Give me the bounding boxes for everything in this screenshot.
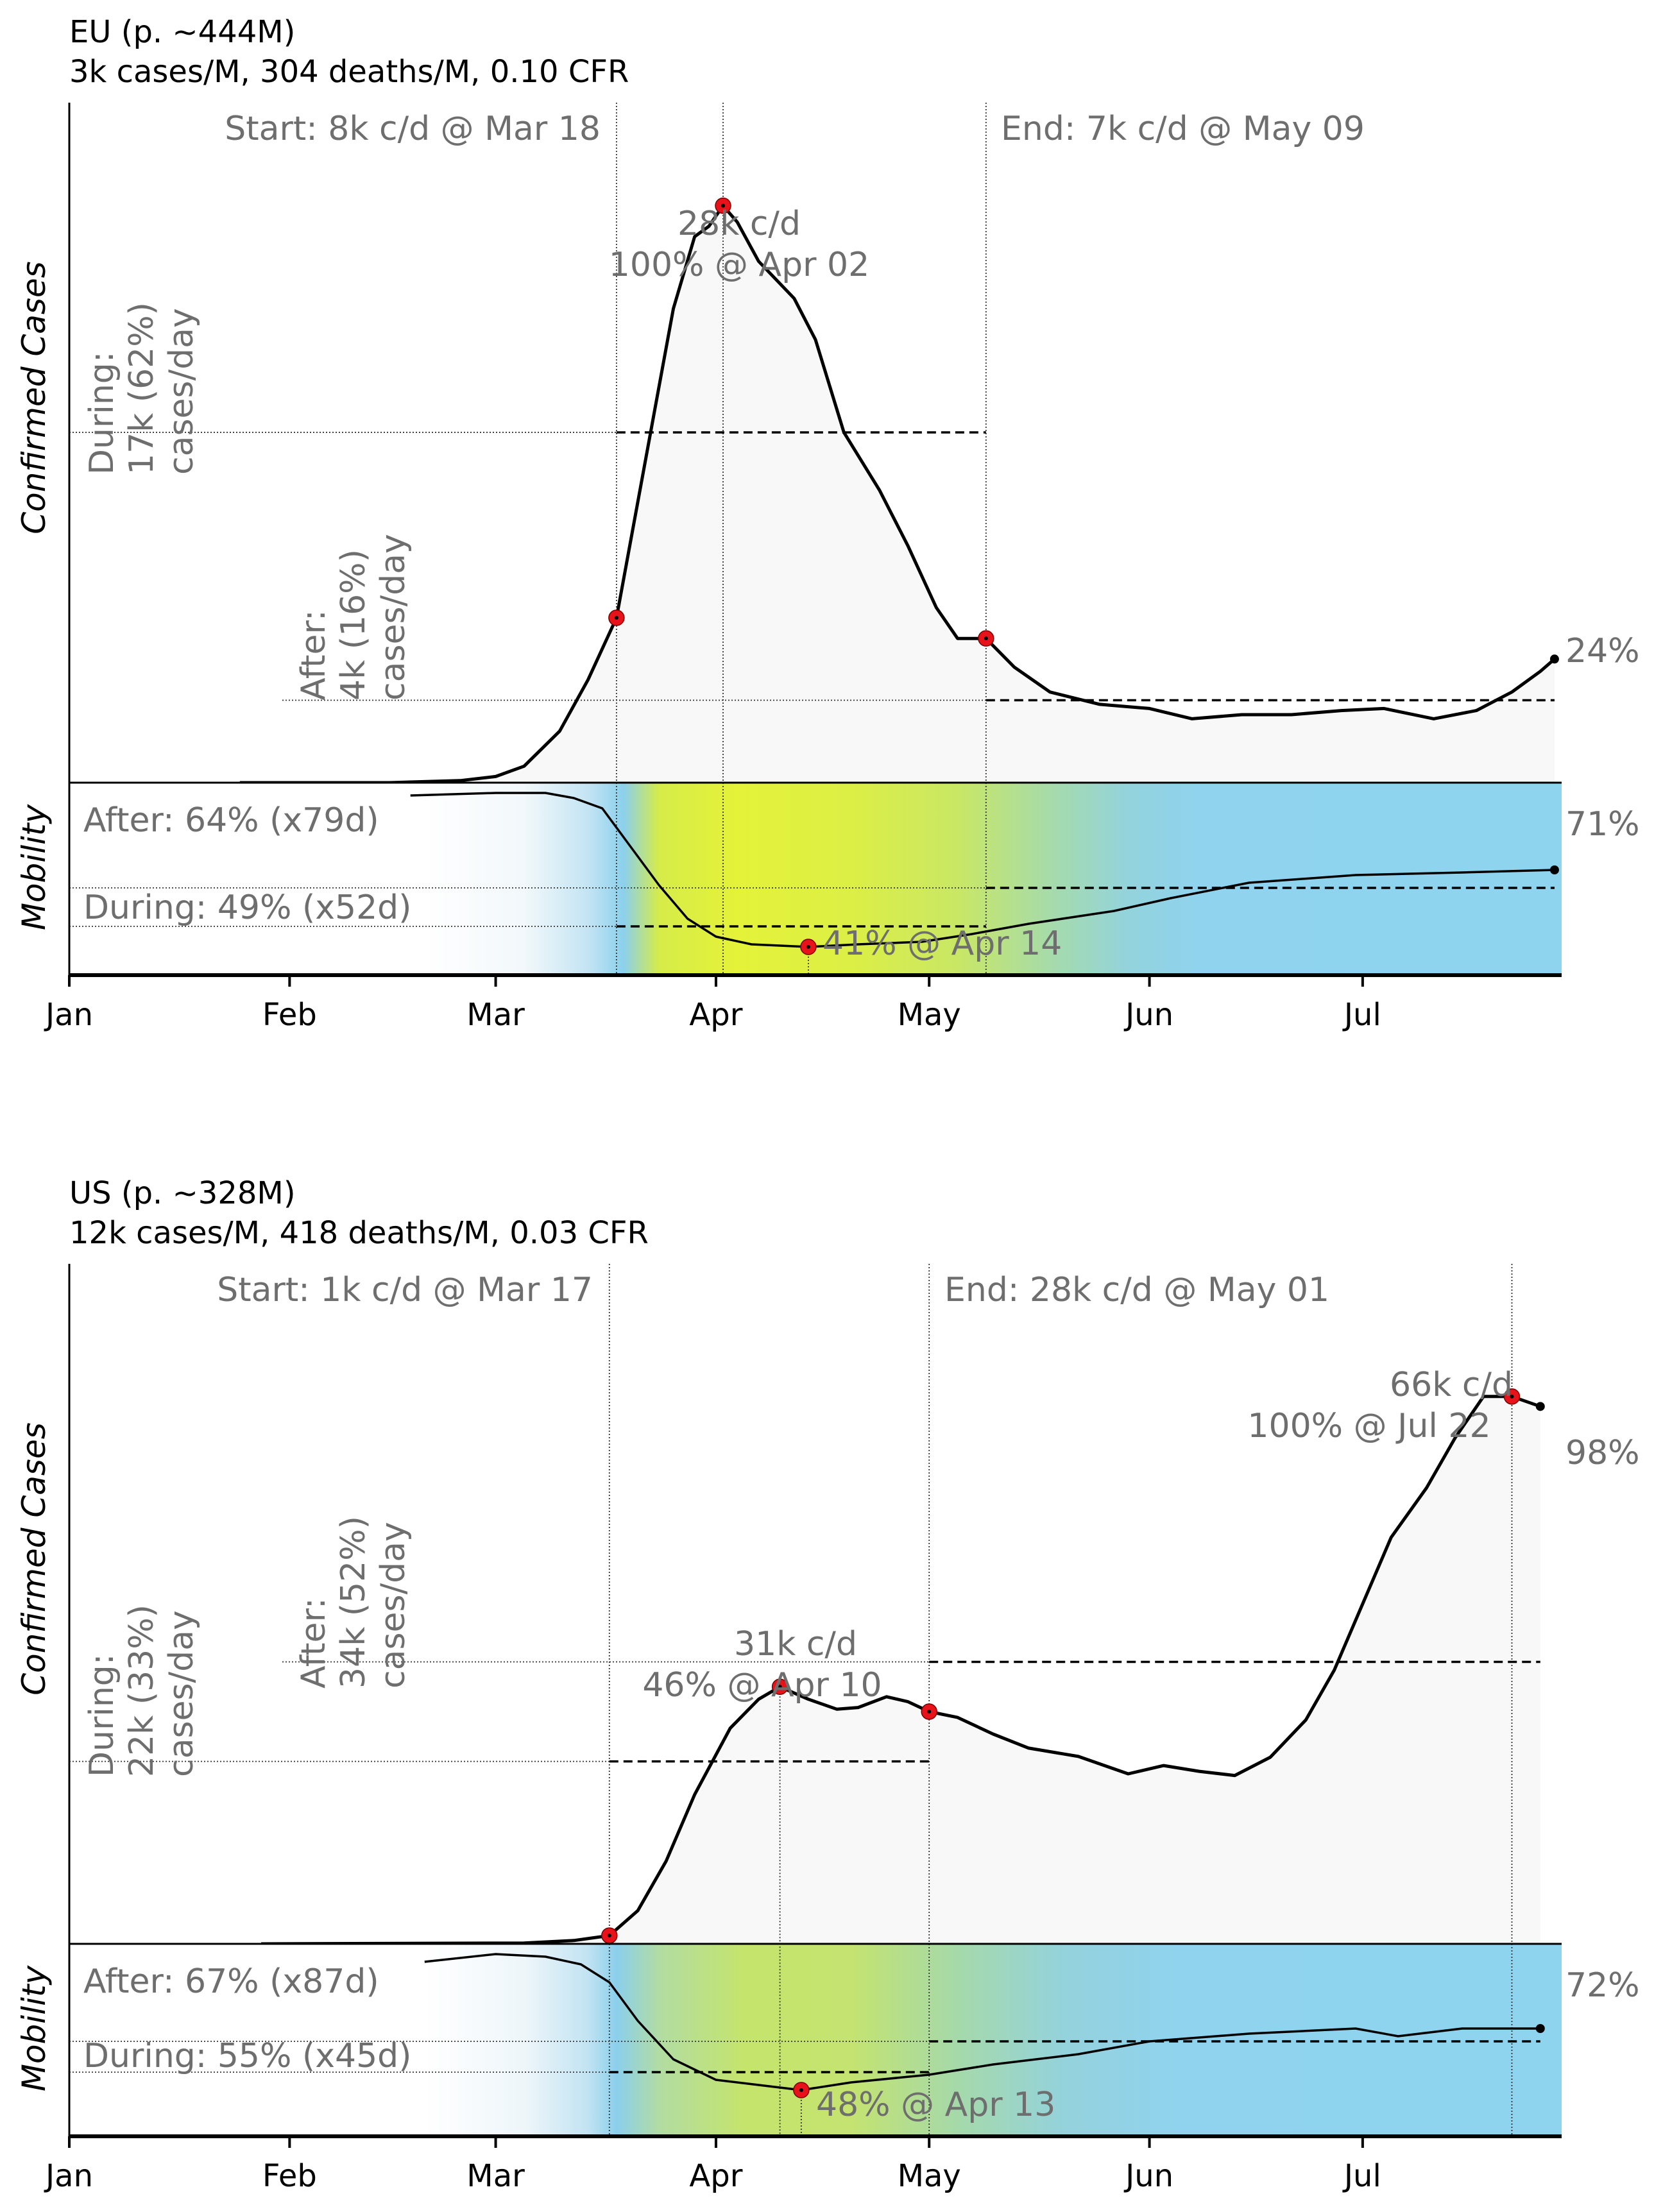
x-ticks: Jan Feb Mar Apr May Jun Jul xyxy=(44,2136,1381,2194)
cases-area xyxy=(261,1396,1540,1944)
reference-lines xyxy=(69,1264,1540,2136)
secondary-peak-line1: 31k c/d xyxy=(734,1625,857,1663)
during-label-line3: cases/day xyxy=(162,308,201,475)
ylabel-cases: Confirmed Cases xyxy=(15,1422,53,1696)
mobility-during-label: During: 55% (x45d) xyxy=(83,2037,411,2075)
peak-label-line1: 66k c/d xyxy=(1390,1366,1513,1404)
x-tick-label: Jun xyxy=(1123,2158,1173,2194)
after-label-line3: cases/day xyxy=(374,534,413,701)
secondary-peak-line2: 46% @ Apr 10 xyxy=(642,1666,882,1705)
after-label: After: 4k (16%) cases/day xyxy=(294,534,413,701)
mobility-marker-center xyxy=(799,2088,803,2092)
cases-line xyxy=(261,1395,1541,1944)
during-label: During: 22k (33%) cases/day xyxy=(83,1604,201,1777)
reference-lines xyxy=(69,103,1555,975)
after-label: After: 34k (52%) cases/day xyxy=(294,1516,413,1689)
after-label-line3: cases/day xyxy=(374,1522,413,1689)
during-label-line1: During: xyxy=(83,352,121,475)
after-label-line1: After: xyxy=(294,610,333,701)
cases-marker-center xyxy=(721,203,726,208)
cases-end-label: 24% xyxy=(1565,632,1640,670)
cases-line xyxy=(239,204,1556,783)
x-tick-label: Jul xyxy=(1342,2158,1381,2194)
cases-end-marker xyxy=(1535,1402,1545,1411)
x-tick-label: Mar xyxy=(466,997,525,1033)
cases-marker-center xyxy=(927,1710,932,1714)
mobility-after-label: After: 67% (x87d) xyxy=(83,1962,379,2001)
cases-marker-center xyxy=(614,616,618,620)
end-label: End: 7k c/d @ May 09 xyxy=(1001,110,1365,148)
start-label: Start: 1k c/d @ Mar 17 xyxy=(217,1271,593,1309)
chart-title: EU (p. ~444M) xyxy=(69,14,295,50)
chart-eu: EU (p. ~444M) 3k cases/M, 304 deaths/M, … xyxy=(15,14,1640,1033)
peak-label-line1: 28k c/d xyxy=(678,205,801,243)
x-tick-label: Jun xyxy=(1123,997,1173,1033)
mobility-marker-center xyxy=(806,945,810,949)
cases-area xyxy=(239,205,1555,783)
after-label-line2: 34k (52%) xyxy=(334,1516,373,1689)
mobility-line xyxy=(424,1953,1540,2091)
during-label-line2: 17k (62%) xyxy=(123,302,161,475)
cases-marker-center xyxy=(607,1934,611,1938)
x-tick-label: Jan xyxy=(44,2158,93,2194)
mobility-gradient xyxy=(69,1944,1562,2136)
mobility-after-label: After: 64% (x79d) xyxy=(83,801,379,840)
during-label-line1: During: xyxy=(83,1654,121,1777)
mobility-end-label: 72% xyxy=(1565,1966,1640,2005)
cases-marker-center xyxy=(1510,1394,1514,1399)
x-ticks: Jan Feb Mar Apr May Jun Jul xyxy=(44,975,1381,1033)
mobility-end-label: 71% xyxy=(1565,805,1640,844)
mobility-end-marker xyxy=(1535,2024,1545,2033)
during-label: During: 17k (62%) cases/day xyxy=(83,302,201,475)
mobility-during-label: During: 49% (x52d) xyxy=(83,889,411,927)
after-label-line2: 4k (16%) xyxy=(334,549,373,701)
x-tick-label: Apr xyxy=(689,997,742,1033)
mobility-background xyxy=(69,1944,1562,2136)
chart-subtitle: 3k cases/M, 304 deaths/M, 0.10 CFR xyxy=(69,54,629,90)
ylabel-mobility: Mobility xyxy=(15,803,53,930)
mobility-end-marker xyxy=(1549,865,1559,874)
x-tick-label: Jan xyxy=(44,997,93,1033)
after-label-line1: After: xyxy=(294,1598,333,1689)
x-tick-label: Jul xyxy=(1342,997,1381,1033)
peak-label-line2: 100% @ Apr 02 xyxy=(609,246,869,284)
chart-subtitle: 12k cases/M, 418 deaths/M, 0.03 CFR xyxy=(69,1215,649,1251)
end-label: End: 28k c/d @ May 01 xyxy=(944,1271,1329,1309)
cases-end-label: 98% xyxy=(1565,1434,1640,1472)
x-tick-label: Mar xyxy=(466,2158,525,2194)
x-tick-label: Apr xyxy=(689,2158,742,2194)
ylabel-cases: Confirmed Cases xyxy=(15,261,53,534)
ylabel-mobility: Mobility xyxy=(15,1964,53,2091)
x-tick-label: May xyxy=(898,2158,961,2194)
start-label: Start: 8k c/d @ Mar 18 xyxy=(225,110,601,148)
mobility-min-label: 41% @ Apr 14 xyxy=(823,924,1062,963)
x-tick-label: Feb xyxy=(262,997,317,1033)
chart-title: US (p. ~328M) xyxy=(69,1175,296,1211)
during-label-line3: cases/day xyxy=(162,1610,201,1777)
x-tick-label: May xyxy=(898,997,961,1033)
x-tick-label: Feb xyxy=(262,2158,317,2194)
during-label-line2: 22k (33%) xyxy=(123,1604,161,1777)
peak-label-line2: 100% @ Jul 22 xyxy=(1247,1407,1490,1445)
cases-marker-center xyxy=(984,636,988,641)
mobility-min-label: 48% @ Apr 13 xyxy=(816,2086,1055,2124)
cases-end-marker xyxy=(1549,654,1559,664)
chart-us: US (p. ~328M) 12k cases/M, 418 deaths/M,… xyxy=(15,1175,1640,2194)
cases-marker-center xyxy=(778,1685,782,1689)
